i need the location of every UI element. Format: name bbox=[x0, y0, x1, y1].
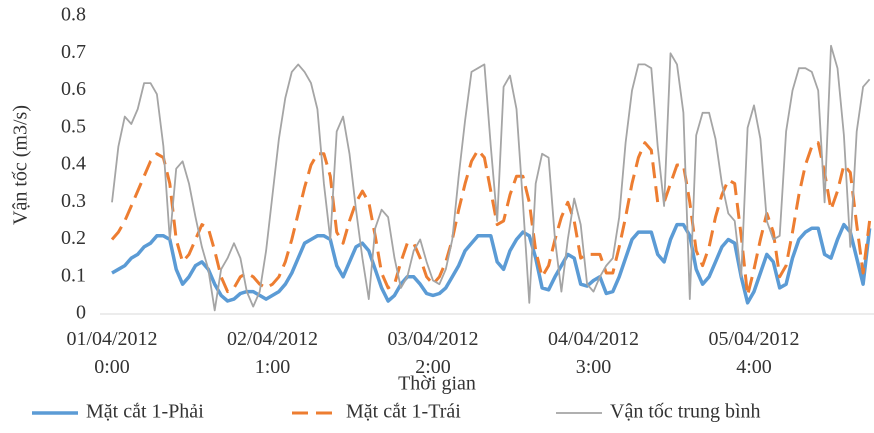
y-tick-label: 0.2 bbox=[61, 227, 86, 249]
series-line bbox=[110, 141, 872, 297]
legend-label: Mặt cắt 1-Trái bbox=[346, 401, 461, 423]
series-line bbox=[111, 44, 871, 312]
x-tick-label: 01/04/2012 0:00 bbox=[66, 328, 158, 378]
y-tick-label: 0.3 bbox=[61, 190, 86, 212]
y-tick-label: 0.7 bbox=[61, 41, 86, 63]
legend-label: Mặt cắt 1-Phải bbox=[86, 401, 204, 423]
y-tick-label: 0.1 bbox=[61, 264, 86, 286]
x-tick-label: 04/04/2012 3:00 bbox=[547, 328, 640, 378]
y-tick-label: 0.5 bbox=[61, 115, 86, 137]
x-tick-label: 03/04/2012 2:00 bbox=[387, 328, 479, 378]
y-tick-label: 0.6 bbox=[61, 78, 86, 100]
y-tick-label: 0 bbox=[76, 302, 86, 324]
series-line bbox=[111, 222, 872, 305]
y-axis-label: Vận tốc (m3/s) bbox=[10, 105, 32, 225]
x-tick-label: 05/04/2012 4:00 bbox=[708, 328, 800, 378]
x-tick-label: 02/04/2012 1:00 bbox=[226, 328, 319, 378]
legend-label: Vận tốc trung bình bbox=[610, 401, 761, 423]
x-axis-label: Thời gian bbox=[398, 373, 476, 395]
y-tick-label: 0.8 bbox=[61, 4, 86, 26]
y-tick-label: 0.4 bbox=[61, 153, 86, 175]
